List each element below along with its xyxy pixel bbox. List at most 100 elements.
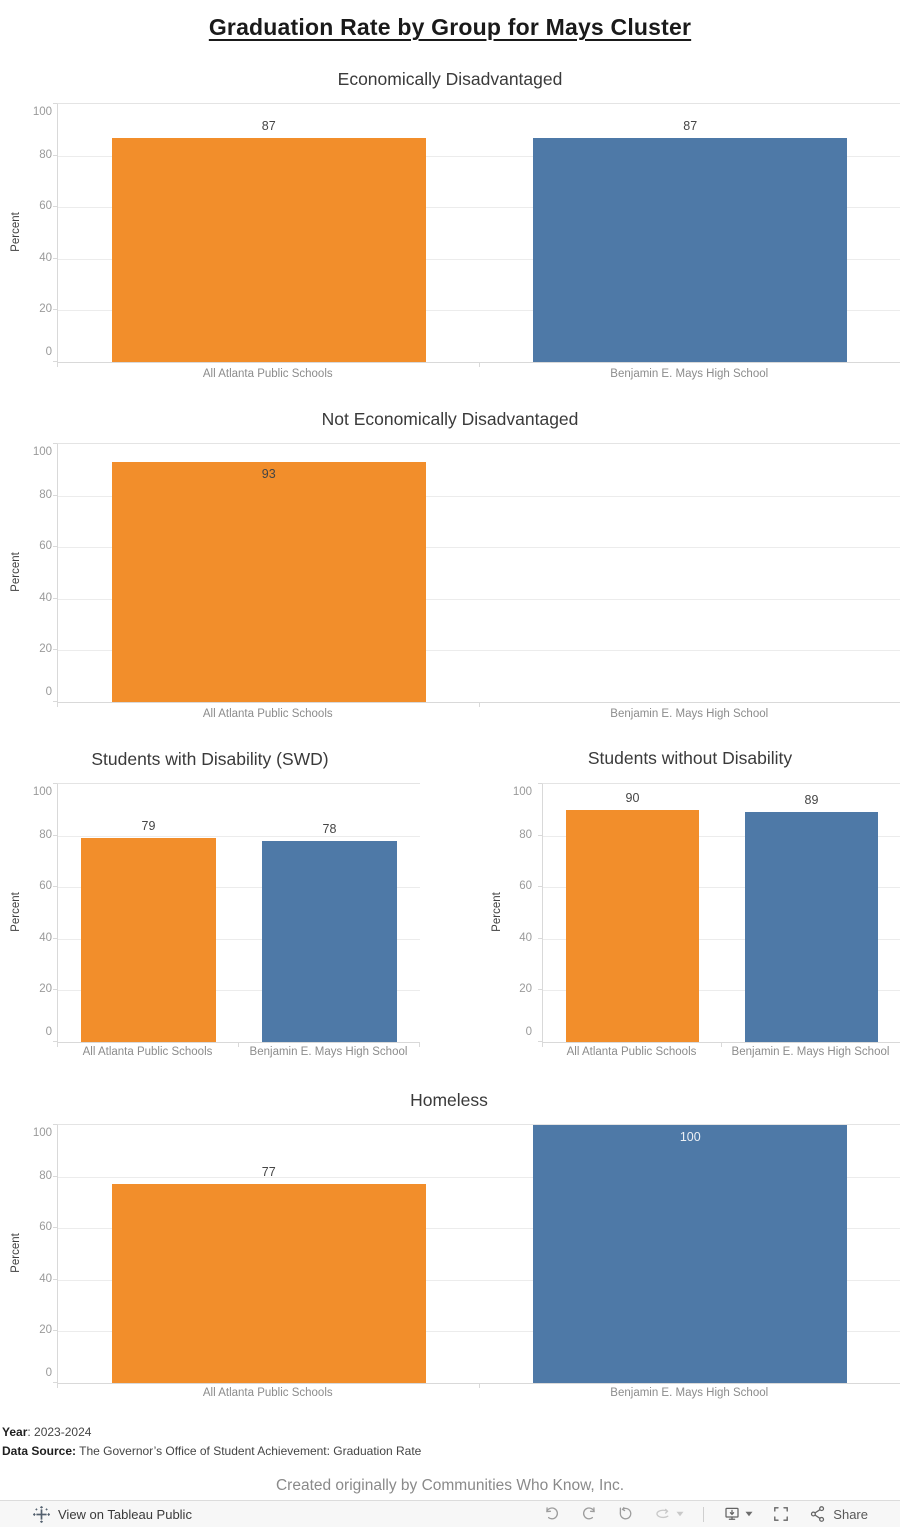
- gridline-40: [58, 258, 900, 260]
- y-tick-mark: [53, 597, 57, 599]
- tableau-logo-icon: [33, 1505, 50, 1523]
- y-tick-mark: [538, 834, 542, 836]
- bar-benjamin-e-mays-high-school[interactable]: [262, 840, 397, 1042]
- gridline-60: [58, 1228, 900, 1230]
- bar-benjamin-e-mays-high-school[interactable]: [533, 137, 848, 362]
- y-tick-label: 0: [45, 346, 52, 358]
- bar-all-atlanta-public-schools[interactable]: [111, 1184, 426, 1383]
- y-tick-mark: [53, 309, 57, 311]
- y-tick-label: 60: [39, 880, 52, 893]
- share-button[interactable]: Share: [809, 1505, 868, 1523]
- data-source-value: The Governor’s Office of Student Achieve…: [76, 1444, 422, 1458]
- y-axis-title: Percent: [10, 212, 22, 252]
- y-tick-mark: [53, 1278, 57, 1280]
- gridline-40: [58, 1279, 900, 1281]
- download-dropdown-caret-icon: [745, 1511, 753, 1517]
- undo-icon: [543, 1505, 561, 1523]
- x-panel-tick: [478, 1383, 480, 1388]
- y-tick-mark: [53, 1330, 57, 1332]
- share-icon: [809, 1505, 827, 1523]
- bar-all-atlanta-public-schools[interactable]: [565, 809, 700, 1042]
- y-tick-label: 100: [32, 106, 52, 118]
- y-tick-mark: [53, 989, 57, 991]
- y-tick-mark: [53, 546, 57, 548]
- y-tick-mark: [53, 206, 57, 208]
- year-value: : 2023-2024: [27, 1425, 92, 1439]
- x-panel-tick: [419, 1042, 420, 1047]
- y-tick-mark: [53, 834, 57, 836]
- y-axis-title: Percent: [10, 552, 22, 592]
- gridline-60: [58, 887, 420, 889]
- category-label-benjamin-e-mays-high-school: Benjamin E. Mays High School: [610, 368, 769, 380]
- view-on-tableau-public-link[interactable]: View on Tableau Public: [33, 1501, 192, 1527]
- bar-value-label: 93: [261, 467, 276, 482]
- y-tick-mark: [53, 154, 57, 156]
- category-label-all-atlanta-public-schools: All Atlanta Public Schools: [202, 368, 333, 380]
- bar-all-atlanta-public-schools[interactable]: [111, 137, 426, 362]
- x-panel-tick: [57, 1042, 58, 1047]
- refresh-button[interactable]: [654, 1505, 684, 1523]
- y-tick-mark: [538, 886, 542, 888]
- undo-button[interactable]: [543, 1505, 561, 1523]
- refresh-dropdown-caret-icon: [676, 1511, 684, 1517]
- bar-value-label: 78: [322, 821, 337, 836]
- y-axis-title: Percent: [10, 1233, 22, 1273]
- redo-button[interactable]: [580, 1505, 598, 1523]
- y-tick-mark: [53, 783, 57, 784]
- download-button[interactable]: [723, 1505, 753, 1523]
- data-source-label: Data Source:: [2, 1444, 77, 1458]
- view-on-tableau-public-label: View on Tableau Public: [58, 1506, 192, 1522]
- bar-benjamin-e-mays-high-school[interactable]: [744, 812, 879, 1042]
- fullscreen-icon: [772, 1505, 790, 1523]
- y-tick-mark: [538, 989, 542, 991]
- credit-line: Created originally by Communities Who Kn…: [275, 1477, 625, 1494]
- y-tick-label: 0: [45, 686, 52, 698]
- bar-all-atlanta-public-schools[interactable]: [81, 838, 216, 1042]
- chart-title: Not Economically Disadvantaged: [321, 409, 579, 429]
- y-tick-mark: [53, 103, 57, 104]
- x-panel-tick: [57, 1383, 58, 1388]
- y-axis-title: Percent: [10, 892, 22, 932]
- y-axis-title: Percent: [491, 892, 503, 932]
- gridline-60: [58, 207, 900, 209]
- y-tick-label: 80: [39, 488, 52, 501]
- download-display-icon: [723, 1505, 741, 1523]
- y-tick-label: 0: [45, 1026, 52, 1038]
- gridline-80: [58, 1176, 900, 1178]
- fullscreen-button[interactable]: [772, 1505, 790, 1523]
- y-tick-label: 60: [39, 540, 52, 553]
- gridline-60: [58, 547, 900, 549]
- y-tick-mark: [53, 701, 57, 702]
- y-tick-mark: [538, 783, 542, 784]
- bar-all-atlanta-public-schools[interactable]: [111, 462, 426, 702]
- plot-area: 79 78: [57, 783, 420, 1043]
- category-label-benjamin-e-mays-high-school: Benjamin E. Mays High School: [610, 1387, 769, 1399]
- reset-button[interactable]: [617, 1505, 635, 1523]
- y-tick-label: 20: [39, 1324, 52, 1337]
- y-tick-mark: [53, 1041, 57, 1042]
- x-panel-tick: [478, 362, 480, 367]
- x-panel-tick: [478, 702, 480, 707]
- gridline-80: [58, 155, 900, 157]
- y-tick-mark: [538, 1041, 542, 1042]
- gridline-20: [58, 310, 900, 312]
- y-tick-label: 100: [32, 446, 52, 458]
- category-label-all-atlanta-public-schools: All Atlanta Public Schools: [202, 1387, 333, 1399]
- y-tick-label: 0: [525, 1026, 532, 1038]
- gridline-80: [543, 835, 900, 837]
- y-tick-mark: [53, 257, 57, 259]
- y-tick-label: 20: [39, 303, 52, 316]
- y-tick-mark: [538, 937, 542, 939]
- bar-benjamin-e-mays-high-school[interactable]: [533, 1125, 848, 1383]
- category-label-benjamin-e-mays-high-school: Benjamin E. Mays High School: [610, 708, 769, 720]
- year-note: Year: 2023-2024: [2, 1425, 91, 1440]
- plot-area: 77 100: [57, 1124, 900, 1384]
- y-tick-mark: [53, 1382, 57, 1383]
- y-tick-label: 100: [32, 1127, 52, 1139]
- y-tick-label: 40: [39, 1272, 52, 1285]
- y-tick-mark: [53, 937, 57, 939]
- y-tick-label: 40: [39, 931, 52, 944]
- gridline-40: [58, 598, 900, 600]
- y-tick-label: 80: [39, 828, 52, 841]
